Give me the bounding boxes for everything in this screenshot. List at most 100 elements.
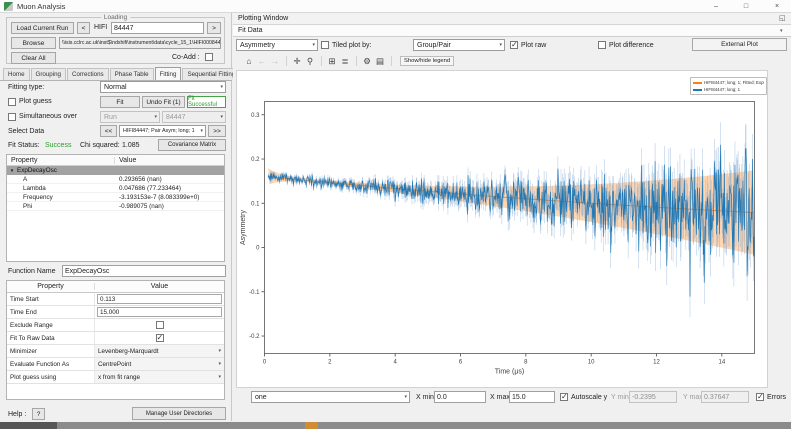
- tab-grouping[interactable]: Grouping: [31, 68, 66, 80]
- taskbar-segment[interactable]: [0, 422, 57, 429]
- clear-all-button[interactable]: Clear All: [11, 52, 56, 64]
- tab-phase-table[interactable]: Phase Table: [110, 68, 154, 80]
- settings-input[interactable]: 15.000: [97, 307, 222, 317]
- tiled-plot-checkbox[interactable]: [321, 41, 329, 49]
- param-row[interactable]: Phi-0.989075 (nan): [7, 202, 224, 211]
- tab-fitting[interactable]: Fitting: [155, 67, 182, 80]
- save-icon[interactable]: ▤: [374, 56, 386, 67]
- previous-dataset-button[interactable]: <<: [100, 125, 117, 137]
- settings-checkbox[interactable]: [156, 334, 164, 342]
- minimize-button[interactable]: –: [703, 0, 729, 13]
- settings-row: Fit To Raw Data: [7, 332, 224, 345]
- legend-entry: HIFI84447; long; 1; Fitted; ExpDecayOsc: [693, 79, 764, 86]
- file-path-field[interactable]: \\isis.cclrc.ac.uk\inst$\ndxhifi\instrum…: [59, 37, 221, 49]
- settings-checkbox[interactable]: [156, 321, 164, 329]
- external-plot-button[interactable]: External Plot: [692, 38, 787, 51]
- chi-squared-label: Chi squared:: [80, 142, 120, 149]
- zoom-icon[interactable]: ⚲: [304, 56, 316, 67]
- next-dataset-button[interactable]: >>: [208, 125, 226, 137]
- plot-raw-label: Plot raw: [521, 42, 546, 49]
- plot-type-value: Asymmetry: [240, 42, 275, 49]
- dataset-select[interactable]: HIFI84447; Pair Asym; long; 1 ▾: [119, 125, 206, 137]
- fit-status-label: Fit Status:: [8, 142, 40, 149]
- home-icon[interactable]: ⌂: [243, 56, 255, 66]
- autoscale-y-checkbox[interactable]: [560, 393, 568, 401]
- ymax-input[interactable]: 0.37647: [701, 391, 749, 403]
- simultaneous-run-value: 84447: [166, 114, 185, 121]
- chevron-down-icon: ▾: [404, 394, 407, 400]
- tab-sequential-fitting[interactable]: Sequential Fitting: [182, 68, 240, 80]
- fit-button[interactable]: Fit: [100, 96, 140, 108]
- fitting-type-select[interactable]: Normal ▾: [100, 81, 226, 93]
- chevron-down-icon: ▾: [218, 374, 221, 380]
- fit-data-header[interactable]: Fit Data ▾: [233, 25, 791, 37]
- toolbar-separator: [391, 56, 392, 66]
- simultaneous-mode-select[interactable]: Run ▾: [100, 111, 160, 123]
- co-add-checkbox[interactable]: [205, 53, 213, 61]
- param-row[interactable]: Lambda0.047686 (77.233464): [7, 184, 224, 193]
- next-run-button[interactable]: >: [207, 22, 221, 34]
- chevron-down-icon: ▾: [499, 42, 502, 48]
- simultaneous-run-select[interactable]: 84447 ▾: [162, 111, 226, 123]
- plot-raw-checkbox[interactable]: [510, 41, 518, 49]
- param-value: 0.293656 (nan): [115, 176, 162, 183]
- errors-checkbox[interactable]: [756, 393, 764, 401]
- plot-toolbar: ⌂ ← → ✛ ⚲ ⊞ ≣ ⚙ ▤ Show/hide legend: [233, 53, 791, 69]
- settings-row: Time End15.000: [7, 306, 224, 319]
- plot-selection-select[interactable]: one ▾: [251, 391, 410, 403]
- float-window-icon[interactable]: ◱: [779, 14, 786, 22]
- back-icon[interactable]: ←: [256, 56, 268, 66]
- undo-fit-button[interactable]: Undo Fit (1): [142, 96, 185, 108]
- muon-analysis-panel: Loading Load Current Run < HIFI 84447 > …: [0, 13, 232, 421]
- function-group-row[interactable]: ▾ ExpDecayOsc: [7, 166, 224, 175]
- load-current-run-button[interactable]: Load Current Run: [11, 22, 74, 34]
- tile-by-select[interactable]: Group/Pair ▾: [413, 39, 505, 51]
- loading-group-label: Loading: [101, 14, 130, 21]
- settings-gear-icon[interactable]: ⚙: [361, 56, 373, 67]
- manage-user-directories-button[interactable]: Manage User Directories: [132, 407, 226, 420]
- ymin-label: Y min: [611, 394, 629, 401]
- pan-icon[interactable]: ✛: [291, 56, 303, 67]
- plot-type-select[interactable]: Asymmetry ▾: [236, 39, 318, 51]
- settings-select-value: x from fit range: [98, 374, 140, 381]
- xmin-input[interactable]: 0.0: [434, 391, 486, 403]
- param-value: 0.047686 (77.233464): [115, 185, 181, 192]
- browse-button[interactable]: Browse: [11, 37, 56, 49]
- simultaneous-checkbox[interactable]: [8, 113, 16, 121]
- plot-canvas[interactable]: [237, 71, 767, 387]
- axes-list-icon[interactable]: ≣: [339, 56, 351, 67]
- previous-run-button[interactable]: <: [77, 22, 90, 34]
- run-number-input[interactable]: 84447: [111, 22, 204, 34]
- ymin-input[interactable]: -0.2395: [629, 391, 677, 403]
- taskbar-segment[interactable]: [305, 422, 318, 429]
- close-button[interactable]: ×: [763, 0, 791, 13]
- plot-guess-checkbox[interactable]: [8, 98, 16, 106]
- help-button[interactable]: ?: [32, 408, 45, 420]
- function-name-field[interactable]: ExpDecayOsc: [62, 265, 226, 277]
- settings-row: MinimizerLevenberg-Marquardt▾: [7, 345, 224, 358]
- show-hide-legend-button[interactable]: Show/hide legend: [400, 56, 454, 66]
- collapse-arrow-icon[interactable]: ▾: [7, 168, 17, 174]
- settings-select[interactable]: CentrePoint▾: [95, 358, 224, 370]
- forward-icon[interactable]: →: [269, 56, 281, 66]
- param-row[interactable]: A0.293656 (nan): [7, 175, 224, 184]
- covariance-matrix-button[interactable]: Covariance Matrix: [158, 139, 226, 151]
- column-header-property[interactable]: Property: [7, 157, 115, 164]
- settings-input[interactable]: 0.113: [97, 294, 222, 304]
- grid-icon[interactable]: ⊞: [326, 56, 338, 67]
- function-name-label: Function Name: [8, 268, 55, 275]
- param-row[interactable]: Frequency-3.193153e-7 (8.083399e+0): [7, 193, 224, 202]
- settings-row: Plot guess usingx from fit range▾: [7, 371, 224, 384]
- plot-difference-checkbox[interactable]: [598, 41, 606, 49]
- settings-select[interactable]: x from fit range ▾: [95, 371, 224, 383]
- tab-home[interactable]: Home: [3, 68, 30, 80]
- table-header: Property Value: [7, 155, 224, 166]
- column-header-value[interactable]: Value: [115, 157, 136, 164]
- settings-select[interactable]: Levenberg-Marquardt▾: [95, 345, 224, 357]
- column-header-property: Property: [7, 283, 95, 290]
- xmax-input[interactable]: 15.0: [509, 391, 555, 403]
- tab-corrections[interactable]: Corrections: [67, 68, 109, 80]
- maximize-button[interactable]: □: [733, 0, 759, 13]
- settings-select-value: CentrePoint: [98, 361, 131, 368]
- help-label: Help :: [8, 411, 26, 418]
